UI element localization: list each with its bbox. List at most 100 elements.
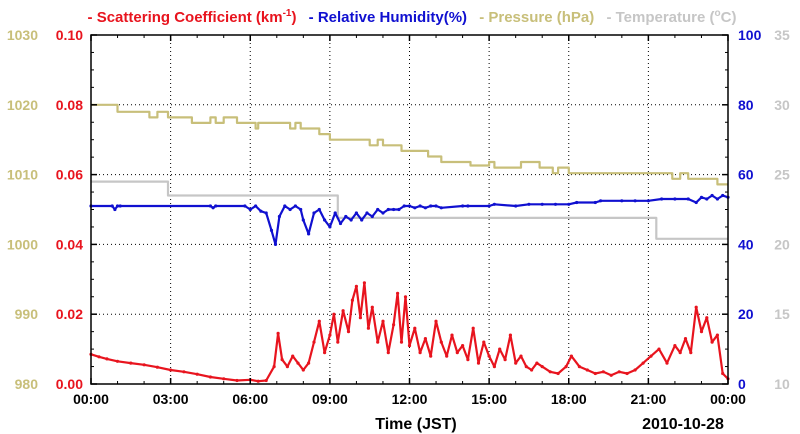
scattering-tick-label: 0.06 bbox=[56, 167, 83, 183]
scattering-coefficient-point bbox=[403, 295, 408, 299]
scattering-coefficient-point bbox=[376, 340, 380, 344]
scattering-coefficient-point bbox=[625, 371, 629, 376]
scattering-coefficient-point bbox=[169, 368, 173, 372]
scattering-coefficient-point bbox=[341, 309, 345, 313]
scattering-coefficient-point bbox=[366, 326, 370, 330]
temperature-tick-label: 35 bbox=[774, 27, 790, 43]
pressure-tick-label: 1030 bbox=[7, 27, 38, 43]
relative-humidity-point bbox=[344, 214, 348, 219]
scattering-coefficient-point bbox=[617, 370, 621, 374]
scattering-coefficient-point bbox=[540, 365, 544, 369]
relative-humidity-point bbox=[208, 204, 212, 208]
scattering-coefficient-point bbox=[524, 365, 528, 369]
scattering-coefficient-point bbox=[601, 370, 605, 374]
scattering-coefficient-point bbox=[683, 337, 688, 341]
relative-humidity-point bbox=[705, 197, 709, 201]
relative-humidity-point bbox=[386, 207, 390, 212]
scattering-coefficient-point bbox=[429, 354, 433, 358]
scattering-coefficient-point bbox=[649, 354, 653, 358]
temperature-tick-label: 10 bbox=[774, 376, 790, 392]
scattering-coefficient-point bbox=[466, 358, 470, 362]
relative-humidity-point bbox=[397, 207, 401, 212]
relative-humidity-point bbox=[349, 218, 353, 222]
relative-humidity-point bbox=[312, 211, 316, 215]
relative-humidity-point bbox=[211, 206, 215, 210]
x-tick-label: 12:00 bbox=[392, 391, 428, 407]
scattering-coefficient-point bbox=[678, 351, 682, 355]
scattering-coefficient-point bbox=[332, 312, 336, 316]
relative-humidity-point bbox=[660, 197, 664, 201]
relative-humidity-point bbox=[277, 214, 281, 219]
scattering-coefficient-point bbox=[705, 316, 709, 320]
scattering-coefficient-point bbox=[392, 323, 396, 327]
scattering-coefficient-point bbox=[721, 371, 725, 376]
relative-humidity-point bbox=[392, 207, 396, 212]
relative-humidity-point bbox=[248, 207, 252, 212]
scattering-coefficient-point bbox=[129, 361, 133, 365]
pressure-series-line bbox=[91, 103, 728, 186]
pressure-tick-label: 1020 bbox=[7, 97, 38, 113]
relative-humidity-point bbox=[376, 207, 380, 212]
scattering-coefficient-point bbox=[482, 340, 486, 344]
relative-humidity-point bbox=[317, 207, 321, 212]
relative-humidity-point bbox=[243, 204, 247, 208]
relative-humidity-point bbox=[413, 206, 417, 210]
scattering-tick-label: 0.10 bbox=[56, 27, 83, 43]
scattering-coefficient-point bbox=[689, 351, 693, 355]
relative-humidity-point bbox=[118, 204, 122, 208]
scattering-coefficient-point bbox=[641, 361, 645, 365]
scattering-coefficient-point bbox=[556, 371, 560, 376]
scattering-coefficient-point bbox=[503, 358, 507, 362]
scattering-coefficient-point bbox=[195, 372, 199, 376]
relative-humidity-point bbox=[599, 199, 603, 203]
legend-entry-scattering: - Scattering Coefficient (km-1) bbox=[88, 8, 297, 26]
scattering-coefficient-point bbox=[328, 333, 332, 337]
pressure-tick-label: 1010 bbox=[7, 167, 38, 183]
scattering-coefficient-point bbox=[386, 351, 390, 355]
scattering-coefficient-point bbox=[413, 326, 417, 330]
relative-humidity-point bbox=[110, 204, 114, 208]
scattering-coefficient-point bbox=[307, 361, 311, 365]
scattering-coefficient-point bbox=[235, 378, 239, 383]
scattering-coefficient-point bbox=[418, 351, 422, 355]
x-tick-label: 00:00 bbox=[73, 391, 109, 407]
scattering-coefficient-point bbox=[336, 340, 340, 344]
temperature-series-line bbox=[91, 180, 728, 240]
scattering-coefficient-point bbox=[358, 316, 362, 320]
relative-humidity-point bbox=[360, 218, 364, 222]
scattering-coefficient-point bbox=[182, 370, 186, 374]
relative-humidity-point bbox=[333, 211, 337, 215]
relative-humidity-point bbox=[365, 211, 369, 215]
relative-humidity-point bbox=[439, 206, 443, 210]
scattering-coefficient-point bbox=[593, 371, 597, 376]
scattering-coefficient-point bbox=[142, 363, 146, 367]
relative-humidity-point bbox=[407, 204, 412, 208]
relative-humidity-point bbox=[699, 195, 704, 199]
scattering-coefficient-point bbox=[673, 344, 677, 348]
relative-humidity-point bbox=[527, 202, 531, 206]
scattering-coefficient-point bbox=[346, 330, 351, 334]
relative-humidity-point bbox=[487, 204, 491, 208]
relative-humidity-point bbox=[721, 193, 725, 198]
relative-humidity-point bbox=[553, 202, 558, 206]
relative-humidity-point bbox=[593, 200, 597, 205]
relative-humidity-point bbox=[113, 207, 117, 212]
relative-humidity-point bbox=[283, 204, 287, 208]
x-tick-label: 06:00 bbox=[232, 391, 268, 407]
relative-humidity-point bbox=[269, 228, 274, 232]
scattering-coefficient-point bbox=[301, 368, 305, 372]
relative-humidity-point bbox=[299, 207, 303, 212]
scattering-coefficient-point bbox=[699, 330, 704, 334]
scattering-coefficient-point bbox=[256, 379, 260, 383]
relative-humidity-point bbox=[370, 214, 374, 219]
scattering-coefficient-point bbox=[710, 340, 714, 344]
relative-humidity-point bbox=[646, 199, 651, 203]
legend-entry-temperature: - Temperature (oC) bbox=[606, 8, 736, 26]
humidity-tick-label: 60 bbox=[738, 167, 754, 183]
relative-humidity-point bbox=[715, 197, 720, 201]
relative-humidity-point bbox=[461, 204, 465, 208]
relative-humidity-point bbox=[575, 200, 579, 205]
humidity-tick-label: 0 bbox=[738, 376, 746, 392]
scattering-coefficient-point bbox=[569, 354, 574, 358]
relative-humidity-point bbox=[301, 218, 305, 222]
